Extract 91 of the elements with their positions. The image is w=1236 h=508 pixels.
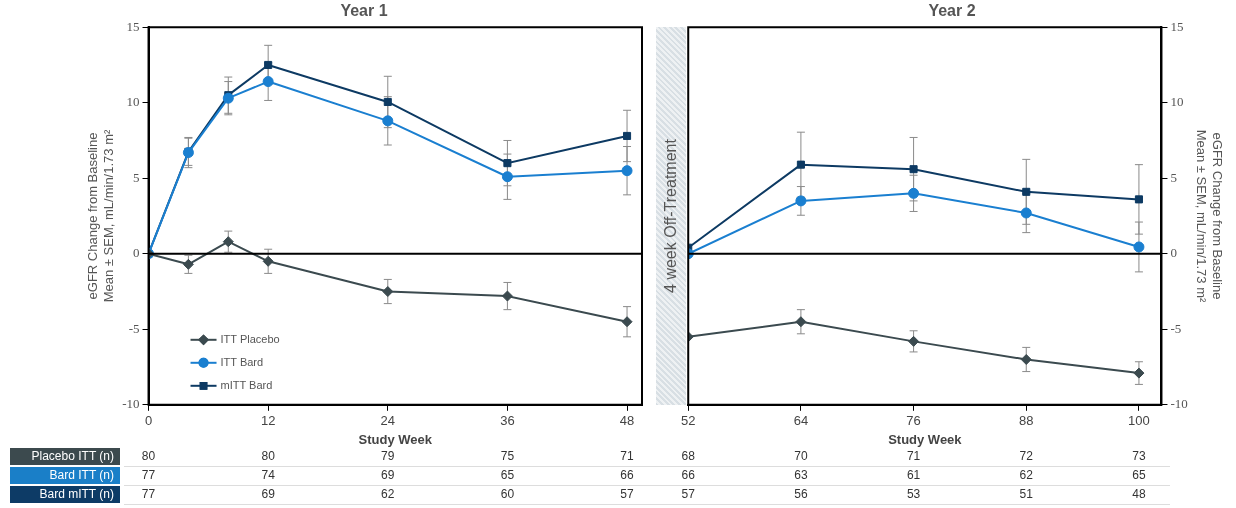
data-label: 74 xyxy=(259,467,277,484)
legend-label: mITT Bard xyxy=(220,378,273,391)
y-tick-label: 5 xyxy=(133,169,140,185)
point xyxy=(1133,241,1145,253)
data-label: 60 xyxy=(498,486,517,503)
point xyxy=(795,195,807,207)
data-label: 65 xyxy=(1130,467,1148,484)
point xyxy=(1020,207,1032,219)
data-label: 77 xyxy=(139,486,158,503)
point xyxy=(1020,353,1032,365)
data-label: 66 xyxy=(679,467,697,484)
data-label: 71 xyxy=(904,448,923,465)
y2-tick-label: 15 xyxy=(1170,18,1184,34)
legend-label: ITT Bard xyxy=(220,355,264,368)
data-label: 69 xyxy=(379,467,397,484)
data-label: 68 xyxy=(679,448,697,465)
data-label: 65 xyxy=(498,467,517,484)
point xyxy=(1022,187,1031,196)
point xyxy=(1133,367,1145,379)
data-label: 75 xyxy=(498,448,517,465)
point xyxy=(222,92,234,104)
y-tick-label: 0 xyxy=(133,245,140,261)
y-tick-label: Placebo ITT (n) xyxy=(10,448,120,465)
point xyxy=(501,171,513,183)
point xyxy=(262,76,274,88)
x-tick-label: 12 xyxy=(260,413,276,429)
point xyxy=(796,160,805,169)
x-tick-label: 64 xyxy=(793,413,809,429)
chart-title: Year 1 xyxy=(340,2,388,20)
x-tick-label: 52 xyxy=(681,413,696,429)
point xyxy=(908,335,920,347)
point xyxy=(382,115,394,127)
point xyxy=(182,258,194,270)
data-label: 70 xyxy=(792,448,810,465)
x-tick-label: 100 xyxy=(1128,413,1150,429)
data-label: 57 xyxy=(618,486,636,503)
y-axis-title: eGFR Change from Baseline Mean ± SEM, mL/min/1.73 m² xyxy=(85,129,116,303)
y2-tick-label: 10 xyxy=(1170,94,1184,110)
data-label: 62 xyxy=(1017,467,1035,484)
data-label: 69 xyxy=(259,486,277,503)
data-label: 62 xyxy=(379,486,397,503)
data-label: 71 xyxy=(618,448,636,465)
y2-tick-label: 5 xyxy=(1170,169,1177,185)
point xyxy=(795,316,807,328)
point xyxy=(264,60,273,69)
point xyxy=(621,165,633,177)
x-axis-title: Study Week xyxy=(888,431,963,447)
x-axis-title: Study Week xyxy=(358,431,433,447)
point xyxy=(623,131,632,140)
y2-axis-title: eGFR Change from Baseline Mean ± SEM, mL/min/1.73 m² xyxy=(1194,129,1225,303)
x-tick-label: 88 xyxy=(1019,413,1034,429)
point xyxy=(222,236,234,248)
data-label: 79 xyxy=(379,448,397,465)
point xyxy=(262,255,274,267)
data-label: 56 xyxy=(792,486,810,503)
chart-title: Year 2 xyxy=(928,2,976,20)
data-label: 66 xyxy=(618,467,636,484)
point xyxy=(383,97,392,106)
point xyxy=(908,187,920,199)
x-tick-label: 24 xyxy=(380,413,396,429)
x-tick-label: 76 xyxy=(906,413,921,429)
data-label: 80 xyxy=(139,448,158,465)
legend-label: ITT Placebo xyxy=(220,332,280,345)
data-label: 73 xyxy=(1130,448,1148,465)
point xyxy=(909,165,918,174)
y-tick-label: -10 xyxy=(122,396,140,412)
y-tick-label: 10 xyxy=(126,94,140,110)
data-label: 48 xyxy=(1130,486,1148,503)
y-tick-label: -5 xyxy=(128,320,140,336)
data-label: 57 xyxy=(679,486,697,503)
data-label: 72 xyxy=(1017,448,1035,465)
x-tick-label: 0 xyxy=(144,413,153,429)
data-label: 77 xyxy=(139,467,158,484)
data-label: 80 xyxy=(259,448,277,465)
data-label: 51 xyxy=(1017,486,1035,503)
y2-tick-label: -10 xyxy=(1170,396,1188,412)
point xyxy=(501,290,513,302)
y-tick-label: 15 xyxy=(126,18,140,34)
point xyxy=(621,316,633,328)
data-label: 53 xyxy=(904,486,923,503)
data-label: 63 xyxy=(792,467,810,484)
x-tick-label: 36 xyxy=(500,413,515,429)
y-tick-label: Bard ITT (n) xyxy=(10,467,120,484)
point xyxy=(503,159,512,168)
y2-tick-label: 0 xyxy=(1170,245,1177,261)
y2-tick-label: -5 xyxy=(1170,320,1182,336)
point xyxy=(382,286,394,298)
data-label: 61 xyxy=(904,467,923,484)
x-tick-label: 48 xyxy=(619,413,635,429)
point xyxy=(1134,195,1143,204)
y-tick-label: Bard mITT (n) xyxy=(10,486,120,503)
